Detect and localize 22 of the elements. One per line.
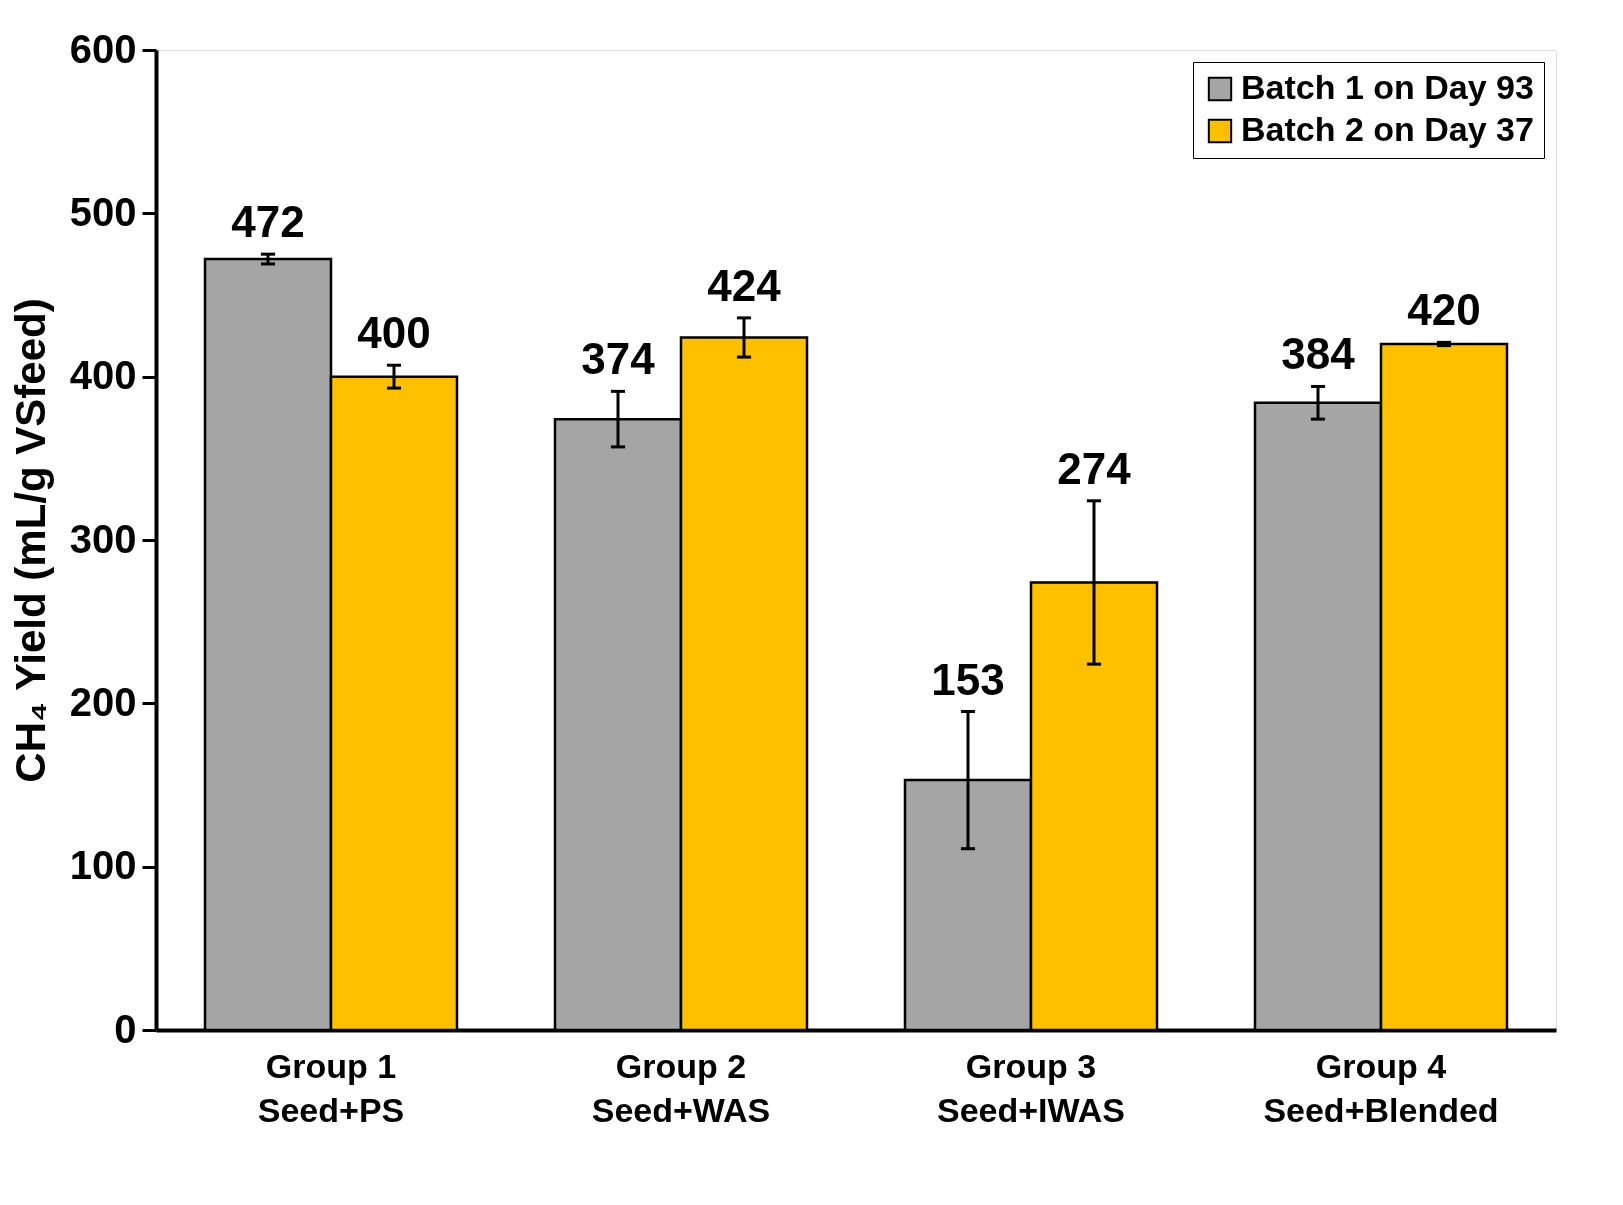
y-tick-label: 500 [69, 189, 137, 234]
y-tick-label: 100 [69, 843, 137, 888]
legend-label: Batch 2 on Day 37 [1241, 110, 1534, 148]
data-label: 274 [1057, 443, 1132, 493]
data-label: 374 [581, 334, 656, 384]
data-label: 384 [1281, 329, 1356, 379]
legend-label: Batch 1 on Day 93 [1241, 68, 1534, 106]
data-label: 400 [357, 308, 431, 358]
y-tick-label: 0 [114, 1006, 137, 1051]
data-label: 153 [931, 654, 1005, 704]
data-label: 424 [707, 260, 782, 310]
y-axis-title: CH₄ Yield (mL/g VSfeed) [6, 298, 54, 783]
y-tick-label: 300 [69, 516, 137, 561]
y-tick-label: 400 [69, 353, 137, 398]
x-tick-label: Group 3 Seed+IWAS [936, 1046, 1126, 1129]
x-tick-label: Group 2 Seed+WAS [591, 1046, 771, 1129]
y-tick-label: 200 [69, 679, 137, 724]
y-tick-label: 600 [69, 26, 137, 71]
data-label: 420 [1407, 285, 1481, 335]
x-tick-label: Group 4 Seed+Blended [1263, 1046, 1499, 1129]
data-label: 472 [231, 197, 305, 247]
x-tick-label: Group 1 Seed+PS [257, 1046, 405, 1129]
